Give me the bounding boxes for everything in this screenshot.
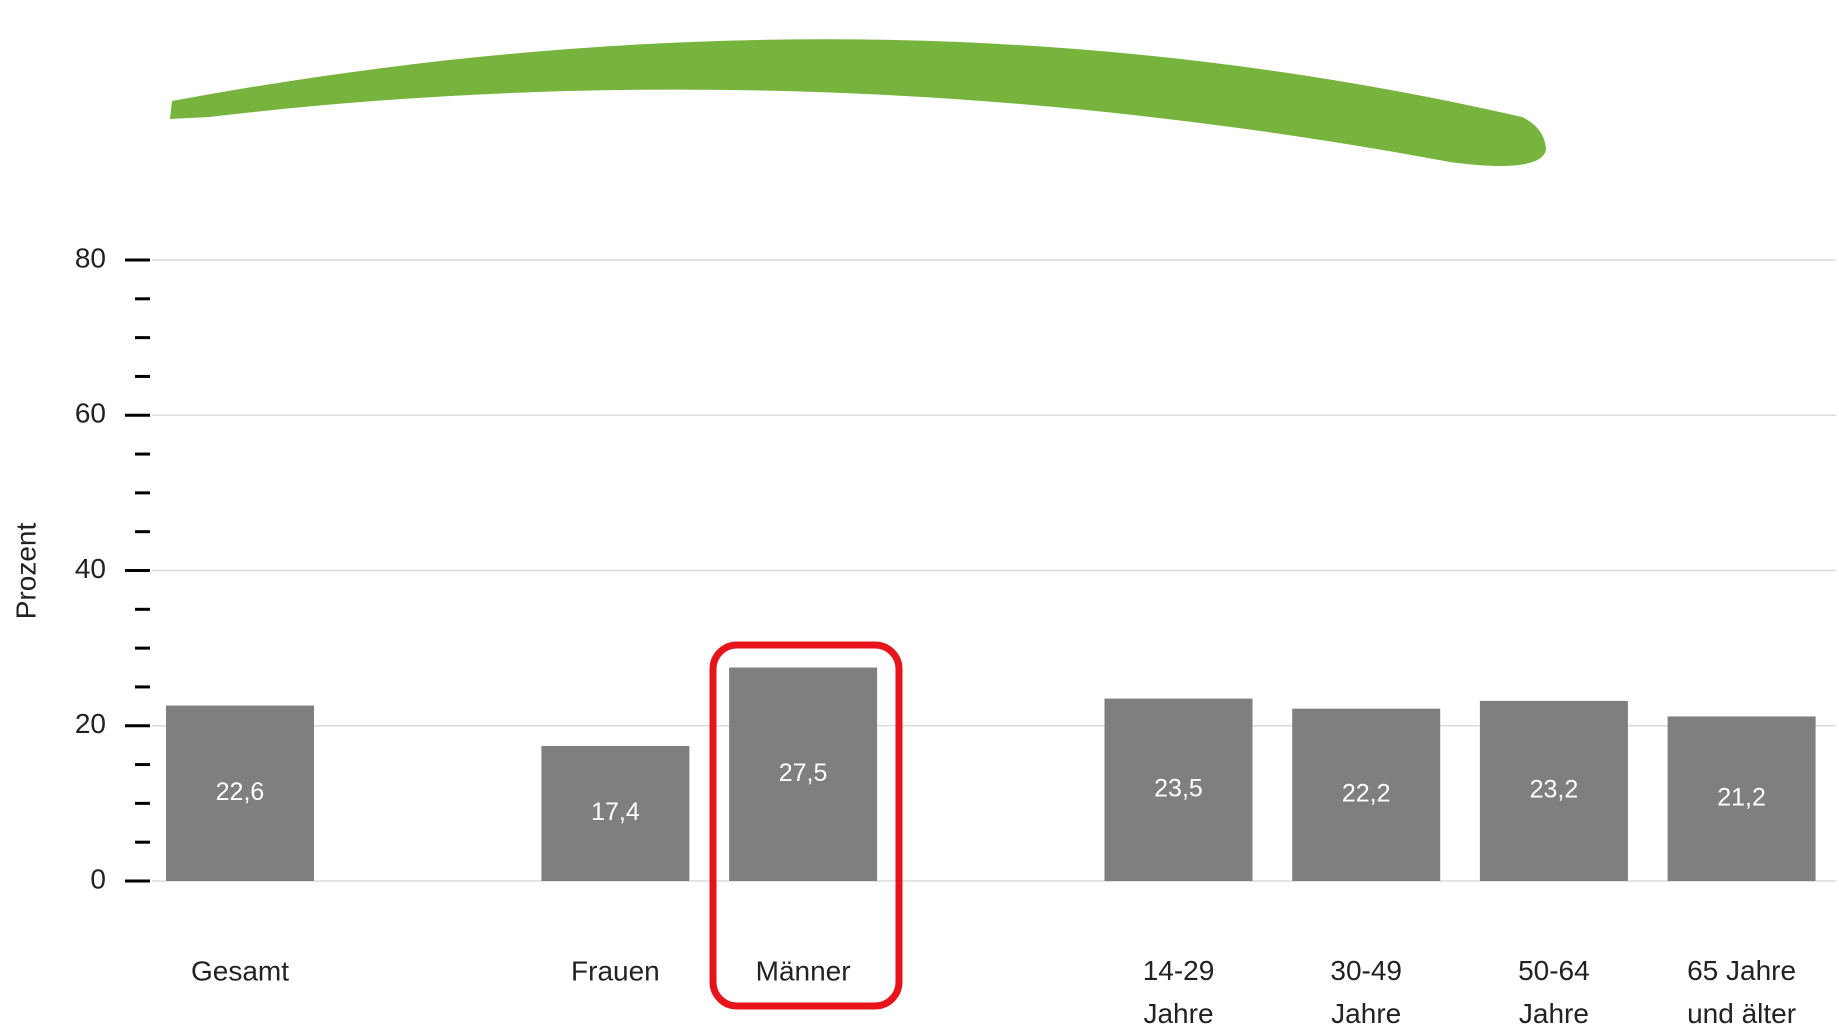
y-axis-label: Prozent	[10, 523, 41, 620]
x-tick-label: Männer	[756, 955, 851, 986]
value-label: 27,5	[779, 759, 828, 787]
value-label: 22,6	[216, 778, 265, 806]
y-tick-label: 0	[90, 863, 106, 894]
value-label: 17,4	[591, 798, 640, 826]
y-tick-label: 40	[75, 553, 106, 584]
y-tick-label: 60	[75, 398, 106, 429]
x-tick-label: Gesamt	[191, 955, 289, 986]
value-label: 23,2	[1530, 776, 1579, 804]
page: Prozent 0 20 40 60 80 Gesamt 22,6 Frauen 17,4 Män…	[0, 0, 1839, 1035]
value-label: 21,2	[1717, 783, 1766, 811]
green-swoosh	[170, 39, 1546, 166]
y-tick-label: 20	[75, 708, 106, 739]
value-label: 22,2	[1342, 779, 1391, 807]
y-tick-label: 80	[75, 242, 106, 273]
chart: Prozent 0 20 40 60 80 Gesamt 22,6 Frauen 17,4 Män…	[0, 0, 1839, 1035]
x-tick-label: Frauen	[571, 955, 660, 986]
value-label: 23,5	[1154, 774, 1203, 802]
